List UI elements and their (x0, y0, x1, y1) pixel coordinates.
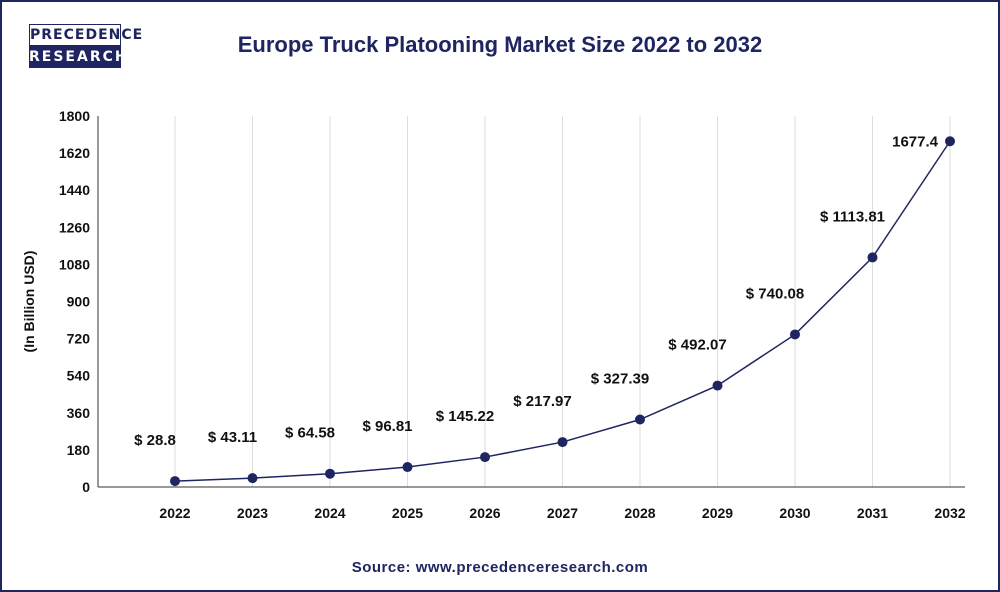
data-point (480, 452, 490, 463)
data-label: $ 217.97 (513, 393, 571, 410)
data-label: $ 64.58 (285, 425, 335, 442)
data-point (247, 473, 258, 484)
x-tick-label: 2032 (934, 505, 965, 521)
data-point (402, 462, 413, 473)
data-label: 1677.4 (892, 133, 939, 150)
x-tick-label: 2023 (237, 505, 268, 521)
y-tick-label: 1440 (59, 182, 90, 198)
y-tick-label: 0 (82, 479, 90, 495)
y-tick-label: 180 (67, 442, 91, 458)
x-tick-label: 2031 (857, 505, 888, 521)
y-tick-label: 360 (67, 405, 91, 421)
x-tick-label: 2022 (159, 505, 190, 521)
data-label: $ 43.11 (208, 429, 257, 446)
y-tick-label: 900 (67, 294, 91, 310)
data-label: $ 1113.81 (820, 208, 885, 225)
y-tick-label: 1080 (59, 256, 90, 272)
logo-line2: RESEARCH (29, 46, 127, 68)
data-point (170, 476, 180, 487)
y-tick-label: 720 (67, 331, 91, 347)
data-label: $ 492.07 (668, 337, 726, 354)
logo: PRECEDENCE RESEARCH (29, 24, 142, 68)
data-point (325, 468, 335, 479)
x-tick-label: 2025 (392, 505, 423, 521)
data-label: $ 740.08 (746, 285, 804, 302)
data-label: $ 145.22 (436, 408, 494, 425)
data-point (557, 437, 568, 448)
data-point (790, 329, 800, 340)
x-tick-label: 2024 (314, 505, 345, 521)
y-tick-label: 1620 (59, 145, 90, 161)
chart-title: Europe Truck Platooning Market Size 2022… (237, 32, 763, 57)
x-tick-label: 2026 (469, 505, 500, 521)
data-point (945, 136, 955, 147)
x-tick-label: 2028 (624, 505, 655, 521)
source-text: Source: www.precedenceresearch.com (351, 559, 649, 576)
y-tick-label: 1260 (59, 219, 90, 235)
data-label: $ 327.39 (591, 371, 649, 388)
logo-line1: PRECEDENCE (29, 24, 142, 46)
x-tick-label: 2030 (779, 505, 810, 521)
x-tick-label: 2029 (702, 505, 733, 521)
y-tick-label: 1800 (59, 108, 90, 124)
data-point (712, 380, 723, 391)
data-label: $ 28.8 (134, 432, 176, 449)
y-axis-label: (In Billion USD) (21, 251, 37, 353)
x-tick-label: 2027 (547, 505, 578, 521)
y-tick-label: 540 (67, 368, 91, 384)
data-label: $ 96.81 (362, 418, 412, 435)
data-point (867, 252, 878, 263)
data-point (635, 414, 645, 425)
